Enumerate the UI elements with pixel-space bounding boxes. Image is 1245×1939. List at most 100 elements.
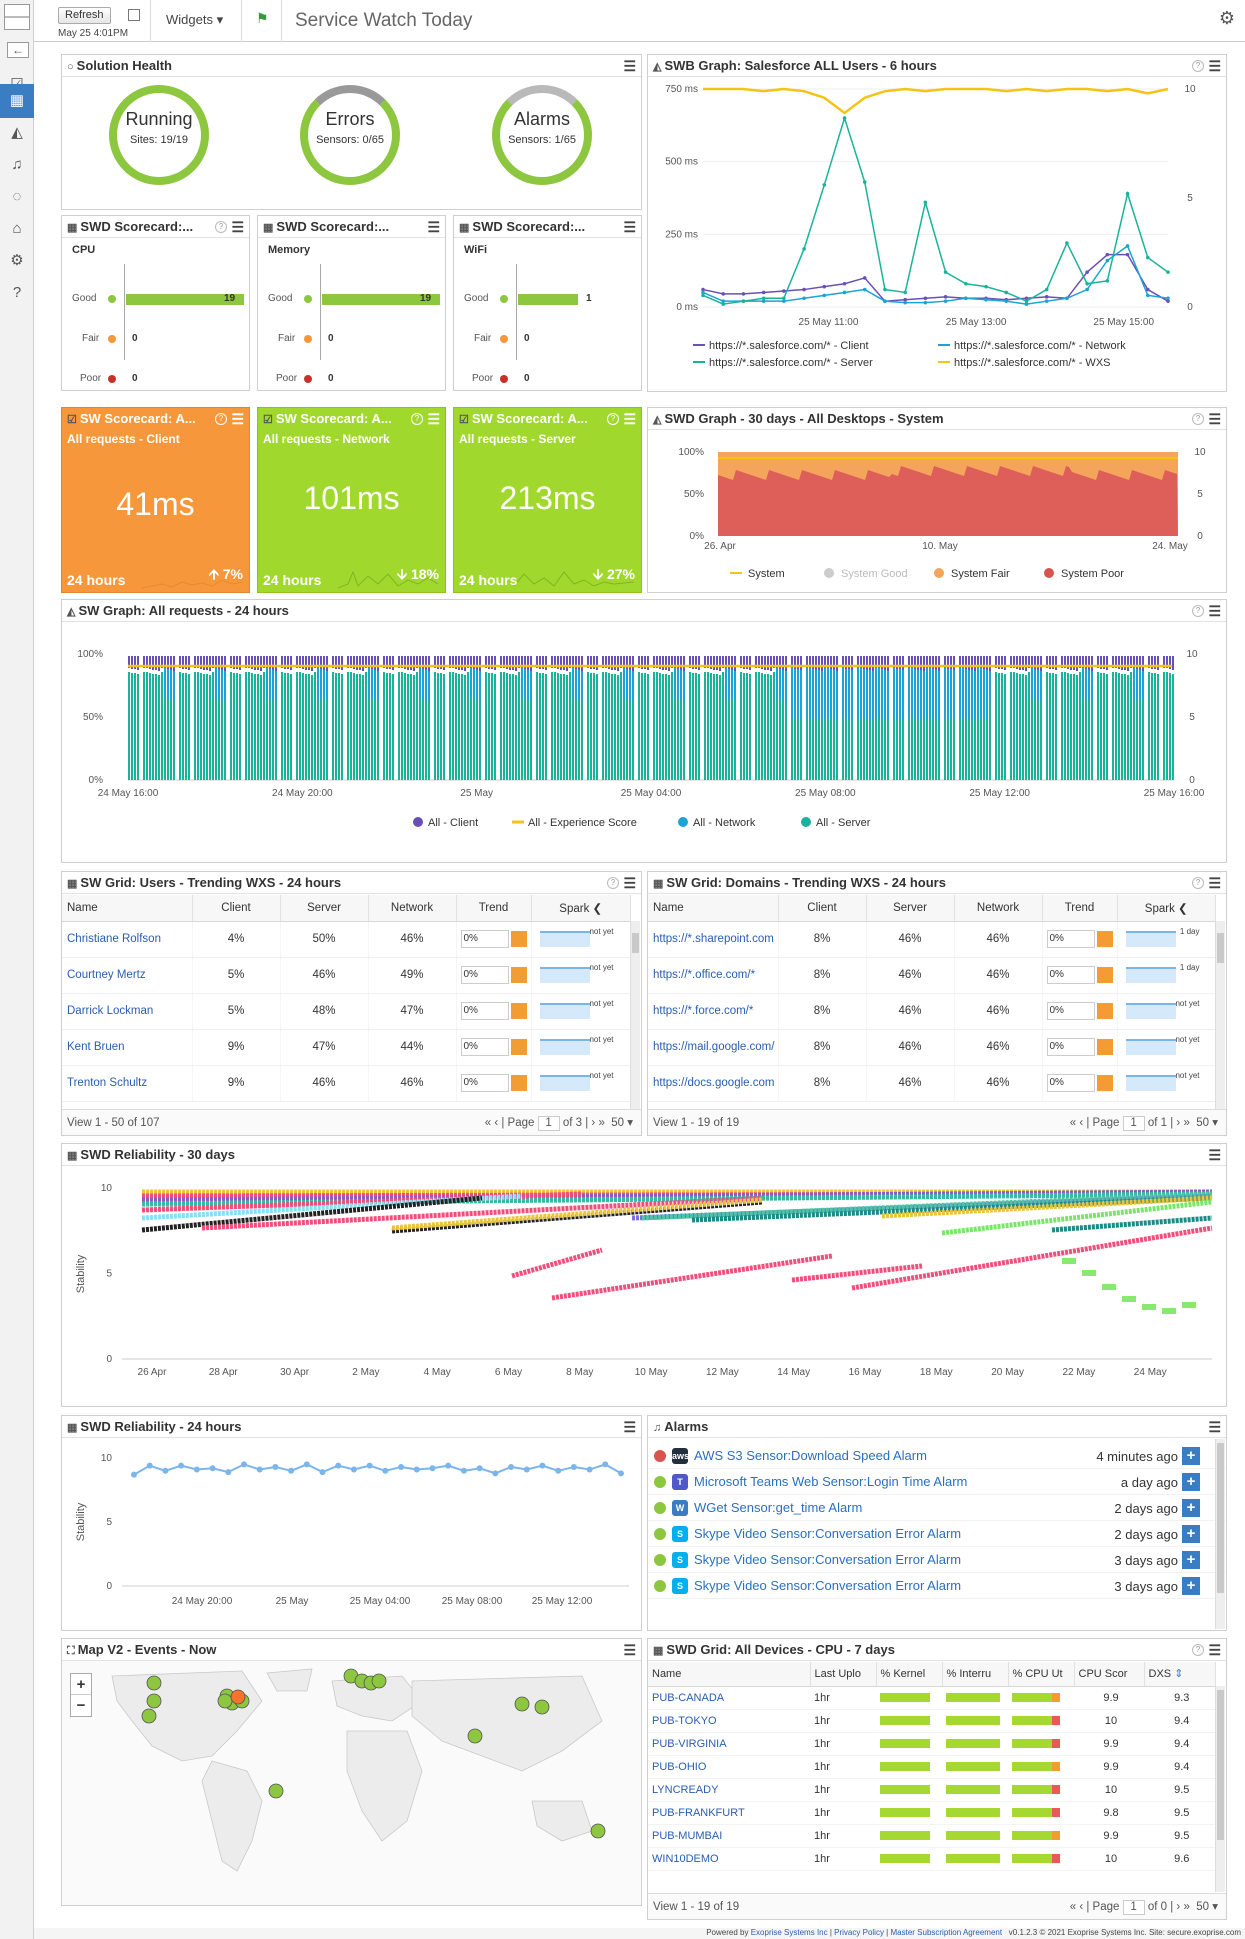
- col-network[interactable]: Network: [368, 895, 457, 922]
- add-alarm-button[interactable]: +: [1182, 1473, 1200, 1491]
- scrollbar[interactable]: [630, 921, 640, 1109]
- add-alarm-button[interactable]: +: [1182, 1577, 1200, 1595]
- add-alarm-button[interactable]: +: [1182, 1551, 1200, 1569]
- chevron-left-icon[interactable]: ❮: [1178, 902, 1188, 915]
- trend-minus-icon[interactable]: [510, 1039, 527, 1055]
- next-page-icon[interactable]: ›: [1176, 1117, 1181, 1129]
- nav-sensors-icon[interactable]: ◌: [12, 188, 22, 205]
- alarm-name-link[interactable]: WGet Sensor:get_time Alarm: [694, 1500, 863, 1515]
- device-name-link[interactable]: PUB-OHIO: [648, 1755, 810, 1779]
- row-name-link[interactable]: https://docs.google.com: [648, 1065, 779, 1102]
- scrollbar[interactable]: [1215, 1439, 1225, 1629]
- last-page-icon[interactable]: »: [598, 1117, 605, 1129]
- table-row[interactable]: https://mail.google.com/8% 46% 46% 0% not ye…: [648, 1029, 1216, 1066]
- scroll-thumb[interactable]: [632, 933, 639, 953]
- auto-refresh-checkbox[interactable]: [128, 9, 140, 21]
- table-row[interactable]: LYNCREADY 1hr 10 9.5: [648, 1778, 1216, 1802]
- panel-menu-icon[interactable]: ☰: [1208, 603, 1221, 619]
- col-cpu-score[interactable]: CPU Scor: [1074, 1662, 1145, 1687]
- trend-minus-icon[interactable]: [1096, 1039, 1113, 1055]
- alarm-item[interactable]: T Microsoft Teams Web Sensor:Login Time A…: [648, 1469, 1226, 1495]
- collapse-sidebar-button[interactable]: ←: [7, 42, 29, 58]
- scrollbar[interactable]: [1215, 1686, 1225, 1892]
- device-name-link[interactable]: PUB-VIRGINIA: [648, 1732, 810, 1756]
- panel-menu-icon[interactable]: ☰: [623, 1642, 636, 1658]
- all-requests-bar-chart[interactable]: 0% 50% 100% 0 5 10 24 May 16:00 24 May 20:00 25 …: [62, 622, 1227, 862]
- panel-menu-icon[interactable]: ☰: [623, 219, 636, 235]
- help-icon[interactable]: ?: [215, 221, 227, 233]
- panel-menu-icon[interactable]: ☰: [427, 411, 440, 427]
- panel-menu-icon[interactable]: ☰: [1208, 1642, 1221, 1658]
- table-row[interactable]: https://*.sharepoint.com 8% 46% 46% 0% 1 day: [648, 921, 1216, 958]
- help-icon[interactable]: ?: [1192, 60, 1204, 72]
- col-spark[interactable]: Spark ❮: [531, 895, 631, 922]
- errors-ring[interactable]: Errors Sensors: 0/65: [300, 85, 400, 185]
- add-alarm-button[interactable]: +: [1182, 1447, 1200, 1465]
- panel-menu-icon[interactable]: ☰: [427, 219, 440, 235]
- trend-minus-icon[interactable]: [1096, 931, 1113, 947]
- alarm-item[interactable]: W WGet Sensor:get_time Alarm 2 days ago +: [648, 1495, 1226, 1521]
- scrollbar[interactable]: [1215, 921, 1225, 1109]
- table-row[interactable]: PUB-OHIO 1hr 9.9 9.4: [648, 1755, 1216, 1779]
- company-link[interactable]: Exoprise Systems Inc: [750, 1928, 828, 1937]
- nav-graphs-icon[interactable]: ◭: [11, 124, 23, 141]
- trend-minus-icon[interactable]: [510, 931, 527, 947]
- col-client[interactable]: Client: [192, 895, 281, 922]
- scroll-thumb[interactable]: [1217, 933, 1224, 963]
- row-name-link[interactable]: https://*.office.com/*: [648, 957, 779, 994]
- msa-link[interactable]: Master Subscription Agreement: [890, 1928, 1003, 1937]
- device-name-link[interactable]: PUB-FRANKFURT: [648, 1801, 810, 1825]
- table-row[interactable]: PUB-CANADA 1hr 9.9 9.3: [648, 1686, 1216, 1710]
- row-name-link[interactable]: Christiane Rolfson: [62, 921, 193, 958]
- panel-menu-icon[interactable]: ☰: [1208, 875, 1221, 891]
- help-icon[interactable]: ?: [1192, 413, 1204, 425]
- scorecard-row-fair[interactable]: Fair 0: [258, 331, 445, 347]
- desktops-area-chart[interactable]: 0% 50% 100% 0 5 10 26. Apr 10. May 24. May System…: [648, 430, 1227, 592]
- panel-menu-icon[interactable]: ☰: [623, 58, 636, 74]
- panel-menu-icon[interactable]: ☰: [623, 411, 636, 427]
- table-row[interactable]: PUB-VIRGINIA 1hr 9.9 9.4: [648, 1732, 1216, 1756]
- table-row[interactable]: PUB-TOKYO 1hr 10 9.4: [648, 1709, 1216, 1733]
- reliability-30-days-chart[interactable]: 0 5 10 Stability 26 Apr 28 Apr 30 Apr 2 May 4 Ma…: [62, 1166, 1227, 1406]
- table-row[interactable]: https://docs.google.com 8% 46% 46% 0% not yet: [648, 1065, 1216, 1102]
- scorecard-row-good[interactable]: Good 19: [258, 291, 445, 307]
- last-page-icon[interactable]: »: [1183, 1117, 1190, 1129]
- reliability-24-hours-chart[interactable]: 0 5 10 Stability 24 May 20:00 25 May 25 May 04…: [62, 1438, 642, 1630]
- alarm-item[interactable]: S Skype Video Sensor:Conversation Error A…: [648, 1573, 1226, 1599]
- nav-alarms-bell-icon[interactable]: ♫: [11, 156, 23, 173]
- alarm-item[interactable]: S Skype Video Sensor:Conversation Error A…: [648, 1547, 1226, 1573]
- first-page-icon[interactable]: «: [484, 1117, 492, 1129]
- world-map[interactable]: [62, 1661, 642, 1906]
- scorecard-row-fair[interactable]: Fair 0: [62, 331, 249, 347]
- col-client[interactable]: Client: [778, 895, 867, 922]
- scorecard-row-poor[interactable]: Poor 0: [258, 371, 445, 387]
- col-name[interactable]: Name: [648, 1662, 811, 1687]
- prev-page-icon[interactable]: ‹: [1079, 1117, 1084, 1129]
- col-cpu-util[interactable]: % CPU Ut: [1008, 1662, 1075, 1687]
- col-server[interactable]: Server: [866, 895, 955, 922]
- refresh-button[interactable]: Refresh: [58, 7, 111, 24]
- row-name-link[interactable]: Kent Bruen: [62, 1029, 193, 1066]
- col-name[interactable]: Name: [648, 895, 779, 922]
- col-spark[interactable]: Spark ❮: [1117, 895, 1216, 922]
- table-row[interactable]: Christiane Rolfson 4% 50% 46% 0% not yet: [62, 921, 631, 958]
- table-row[interactable]: PUB-FRANKFURT 1hr 9.8 9.5: [648, 1801, 1216, 1825]
- scorecard-row-poor[interactable]: Poor 0: [454, 371, 641, 387]
- sw-scorecard-network[interactable]: ☑ SW Scorecard: A...? ☰ All requests - Net…: [257, 407, 446, 593]
- alarm-item[interactable]: aws AWS S3 Sensor:Download Speed Alarm 4 m…: [648, 1443, 1226, 1469]
- device-name-link[interactable]: PUB-CANADA: [648, 1686, 810, 1710]
- panel-menu-icon[interactable]: ☰: [1208, 1147, 1221, 1163]
- sw-scorecard-client[interactable]: ☑ SW Scorecard: A...? ☰ All requests - Cli…: [61, 407, 250, 593]
- col-kernel[interactable]: % Kernel: [876, 1662, 943, 1687]
- col-last-upload[interactable]: Last Uplo: [810, 1662, 877, 1687]
- table-row[interactable]: WIN10DEMO 1hr 10 9.6: [648, 1847, 1216, 1871]
- nav-settings-gear-icon[interactable]: ⚙: [10, 252, 24, 269]
- alarms-ring[interactable]: Alarms Sensors: 1/65: [492, 85, 592, 185]
- salesforce-line-chart[interactable]: 0 ms 250 ms 500 ms 750 ms 0 5 10 25 May 11:00 25…: [648, 77, 1227, 391]
- help-icon[interactable]: ?: [1192, 1644, 1204, 1656]
- alarm-name-link[interactable]: Microsoft Teams Web Sensor:Login Time Al…: [694, 1474, 968, 1489]
- alarm-name-link[interactable]: Skype Video Sensor:Conversation Error Al…: [694, 1526, 962, 1541]
- help-icon[interactable]: ?: [1192, 605, 1204, 617]
- gear-icon[interactable]: ⚙: [1218, 8, 1235, 28]
- add-alarm-button[interactable]: +: [1182, 1499, 1200, 1517]
